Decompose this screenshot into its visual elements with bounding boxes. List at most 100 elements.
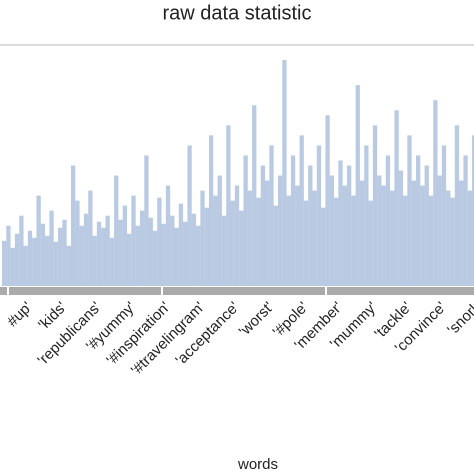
bar [131,195,136,286]
bar [252,105,257,286]
bar [277,175,283,286]
chart-title: raw data statistic [163,2,312,24]
bar [390,190,395,286]
bar [407,135,412,286]
bar [191,213,197,286]
bar [109,237,115,286]
bar [411,180,416,286]
bar [247,190,253,286]
bar [14,233,20,286]
bar [441,145,447,286]
bar [208,135,214,286]
bar [239,210,244,286]
bar [118,219,123,286]
bar [187,145,192,286]
x-tick-label: 'snork [444,298,474,338]
bar [165,185,171,286]
bar [170,215,175,286]
bar [234,185,240,286]
bar [308,165,313,286]
bar [92,235,97,286]
bar [394,110,399,286]
bar [282,60,287,286]
bar [226,125,231,286]
bar [157,197,162,286]
bar [178,203,184,286]
bar [135,225,140,286]
bar [269,145,274,286]
bar [372,125,378,286]
bar [114,175,119,286]
bar [433,100,438,287]
bar [273,205,278,286]
axis-notch [325,287,327,295]
bar [243,155,248,286]
bar [122,205,128,286]
bar [312,190,317,286]
bar [355,85,360,287]
bar [346,165,352,286]
bar [463,155,468,286]
bar [6,225,11,286]
bar [329,175,335,286]
bar [265,180,270,286]
bar [19,215,24,286]
bar [139,210,145,286]
bar [437,175,442,286]
bar [260,165,266,286]
bar [338,160,343,286]
bar [446,190,451,286]
bar [36,195,41,286]
bar [62,219,67,286]
bar [53,241,59,286]
bar [217,175,222,286]
bar [79,225,84,286]
bar [467,190,473,286]
bar [83,213,89,286]
bar [213,195,218,286]
bar [303,200,309,286]
x-tick-label: 'worst' [236,299,278,341]
bar [316,145,322,286]
axis-notch [7,287,9,295]
bar [75,200,80,286]
bar [342,185,347,286]
bar [385,155,391,286]
bar [1,240,7,286]
bar [40,223,46,286]
bar [174,227,179,286]
bar [221,215,227,286]
bar [454,125,460,286]
bar [96,221,102,286]
bar [381,185,386,286]
bar [148,217,153,286]
bar [359,180,365,286]
bar [183,221,188,286]
bar [230,200,235,286]
bar [415,155,421,286]
bar [66,245,71,286]
x-axis-band [0,287,474,295]
bar [377,175,382,286]
bar [161,223,166,286]
bar [204,207,209,286]
bar [325,115,330,287]
x-axis-label: words [237,456,278,473]
bar [403,195,408,286]
bar [32,237,37,286]
bar [152,230,158,286]
bar [105,215,110,286]
bar [101,227,106,286]
bar [58,227,63,286]
bar [286,195,291,286]
bar [472,135,474,286]
bar [200,190,205,286]
bar [424,165,429,286]
bar [10,247,15,286]
bar [290,155,296,286]
bar [450,197,455,286]
bar [27,230,33,286]
bar [23,245,28,286]
bar [144,155,149,286]
